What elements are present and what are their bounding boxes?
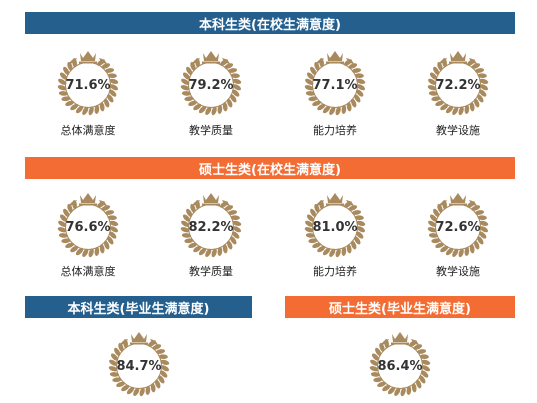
badge-undergrad-facilities: 72.2%	[425, 45, 491, 117]
badge-master-facilities: 72.6%	[425, 187, 491, 259]
laurel-wreath-icon	[304, 51, 366, 116]
laurel-wreath-icon	[180, 193, 242, 258]
section-title-undergrad-current: 本科生类(在校生满意度)	[25, 12, 515, 34]
badge-master-ability: 81.0%	[302, 187, 368, 259]
label-undergrad-overall: 总体满意度	[60, 124, 116, 137]
badge-value: 72.6%	[435, 220, 481, 235]
laurel-wreath-icon	[108, 332, 170, 397]
laurel-wreath-icon	[427, 193, 489, 258]
laurel-wreath-icon	[57, 193, 119, 258]
badge-master-overall: 76.6%	[55, 187, 121, 259]
badge-master-graduate: 86.4%	[367, 326, 433, 398]
label-undergrad-facilities: 教学设施	[436, 124, 480, 137]
badge-undergrad-teaching: 79.2%	[178, 45, 244, 117]
label-master-overall: 总体满意度	[60, 265, 116, 278]
badge-value: 71.6%	[65, 78, 111, 93]
label-master-facilities: 教学设施	[436, 265, 480, 278]
badge-value: 72.2%	[435, 78, 481, 93]
badge-undergrad-ability: 77.1%	[302, 45, 368, 117]
badge-value: 84.7%	[116, 359, 162, 374]
laurel-wreath-icon	[180, 51, 242, 116]
badge-master-teaching: 82.2%	[178, 187, 244, 259]
badge-value: 82.2%	[188, 220, 234, 235]
badge-value: 86.4%	[377, 359, 423, 374]
label-undergrad-teaching: 教学质量	[189, 124, 233, 137]
label-master-teaching: 教学质量	[189, 265, 233, 278]
badge-value: 76.6%	[65, 220, 111, 235]
badge-value: 81.0%	[312, 220, 358, 235]
section-title-undergrad-graduate: 本科生类(毕业生满意度)	[25, 296, 252, 318]
badge-value: 77.1%	[312, 78, 358, 93]
badge-undergrad-graduate: 84.7%	[106, 326, 172, 398]
laurel-wreath-icon	[369, 332, 431, 397]
section-title-master-graduate: 硕士生类(毕业生满意度)	[285, 296, 515, 318]
section-title-master-current: 硕士生类(在校生满意度)	[25, 157, 515, 179]
laurel-wreath-icon	[304, 193, 366, 258]
badge-value: 79.2%	[188, 78, 234, 93]
laurel-wreath-icon	[427, 51, 489, 116]
label-master-ability: 能力培养	[313, 265, 357, 278]
laurel-wreath-icon	[57, 51, 119, 116]
label-undergrad-ability: 能力培养	[313, 124, 357, 137]
badge-undergrad-overall: 71.6%	[55, 45, 121, 117]
